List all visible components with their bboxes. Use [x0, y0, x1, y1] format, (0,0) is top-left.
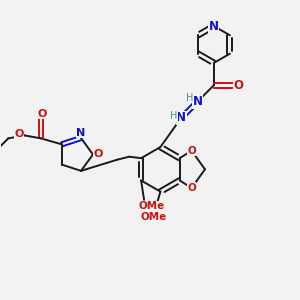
Text: OMe: OMe	[138, 201, 165, 211]
Text: OMe: OMe	[140, 212, 167, 223]
Text: O: O	[15, 129, 24, 139]
Text: N: N	[193, 95, 202, 108]
Text: O: O	[234, 79, 244, 92]
Text: O: O	[187, 183, 196, 193]
Text: N: N	[209, 20, 219, 33]
Text: N: N	[76, 128, 85, 138]
Text: O: O	[94, 149, 103, 160]
Text: H: H	[185, 93, 193, 103]
Text: N: N	[176, 111, 186, 124]
Text: O: O	[187, 146, 196, 156]
Text: H: H	[170, 111, 178, 122]
Text: O: O	[38, 109, 47, 119]
